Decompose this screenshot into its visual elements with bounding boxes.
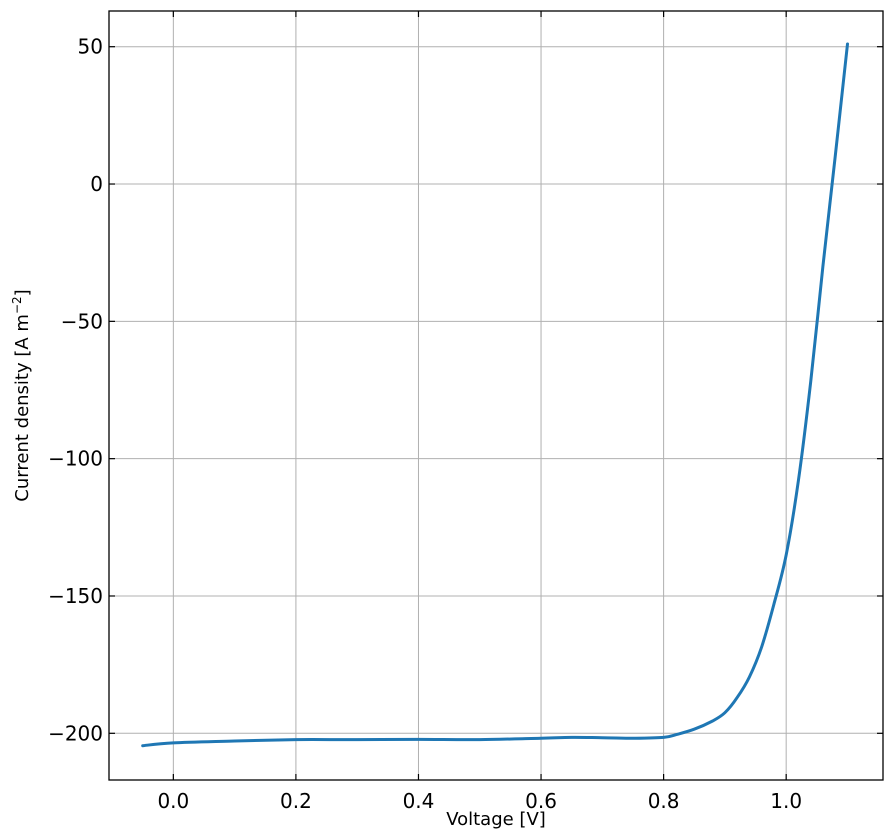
y-tick-label: 0 xyxy=(90,172,103,196)
y-axis-label-main: Current density [A m xyxy=(12,314,33,502)
y-axis-label-superscript: −2 xyxy=(10,296,24,314)
x-axis: 0.0 0.2 0.4 0.6 0.8 1.0 xyxy=(157,11,802,813)
y-tick-label: −50 xyxy=(61,309,103,333)
y-tick-label: −100 xyxy=(48,447,103,471)
y-axis: −200 −150 −100 −50 0 50 xyxy=(48,35,883,745)
x-tick-label: 0.0 xyxy=(157,789,189,813)
grid xyxy=(109,11,883,780)
series-line xyxy=(141,42,849,748)
y-axis-label: Current density [A m−2] xyxy=(10,289,33,501)
x-tick-label: 0.6 xyxy=(525,789,557,813)
x-tick-label: 0.8 xyxy=(648,789,680,813)
x-tick-label: 0.4 xyxy=(403,789,435,813)
plot-frame xyxy=(108,10,884,781)
x-axis-label: Voltage [V] xyxy=(446,809,546,830)
y-axis-label-close: ] xyxy=(12,289,33,296)
x-tick-label: 0.2 xyxy=(280,789,312,813)
x-tick-label: 1.0 xyxy=(770,789,802,813)
y-tick-label: −200 xyxy=(48,721,103,745)
y-tick-label: −150 xyxy=(48,584,103,608)
y-tick-label: 50 xyxy=(78,35,103,59)
